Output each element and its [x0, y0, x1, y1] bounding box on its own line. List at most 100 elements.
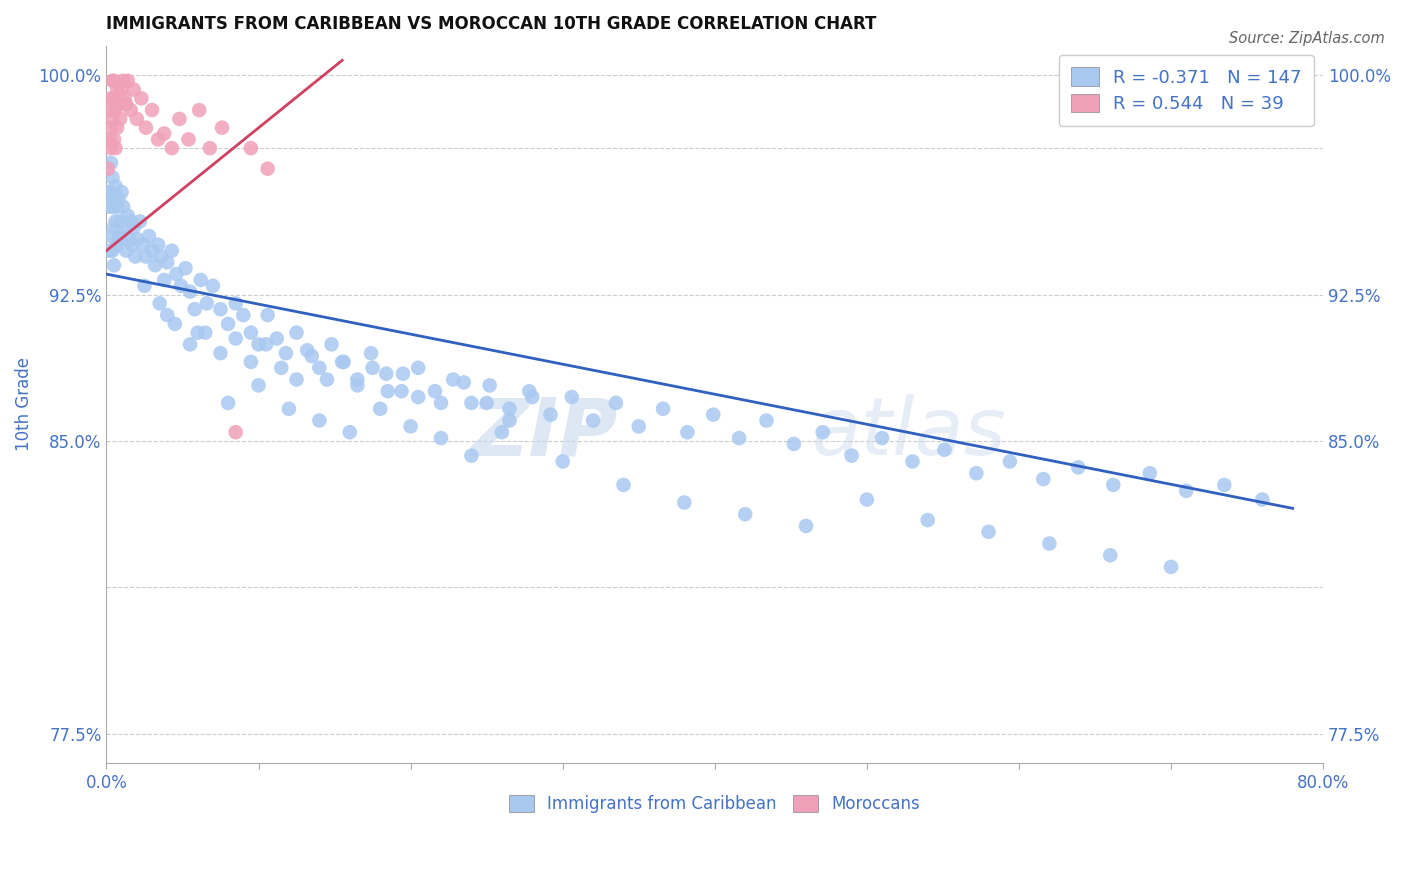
Point: [339, 425, 361, 440]
Point: [673, 495, 696, 509]
Point: [391, 384, 413, 399]
Legend: Immigrants from Caribbean, Moroccans: Immigrants from Caribbean, Moroccans: [496, 781, 934, 827]
Text: Source: ZipAtlas.com: Source: ZipAtlas.com: [1229, 31, 1385, 46]
Point: [965, 467, 987, 481]
Point: [491, 425, 513, 440]
Point: [101, 170, 124, 185]
Point: [517, 384, 540, 399]
Point: [198, 141, 221, 155]
Point: [1175, 483, 1198, 498]
Point: [582, 413, 605, 427]
Point: [551, 454, 574, 468]
Text: atlas: atlas: [813, 394, 1007, 472]
Point: [149, 296, 172, 310]
Point: [125, 232, 148, 246]
Point: [174, 261, 197, 276]
Point: [460, 396, 482, 410]
Text: ZIP: ZIP: [470, 394, 617, 472]
Point: [115, 97, 138, 112]
Point: [225, 296, 247, 310]
Point: [169, 112, 191, 126]
Point: [266, 331, 288, 345]
Point: [217, 317, 239, 331]
Point: [117, 209, 139, 223]
Point: [101, 244, 124, 258]
Point: [540, 408, 562, 422]
Point: [368, 401, 391, 416]
Point: [209, 346, 232, 360]
Point: [103, 74, 125, 88]
Point: [423, 384, 446, 399]
Point: [460, 449, 482, 463]
Point: [254, 337, 277, 351]
Point: [277, 401, 299, 416]
Point: [120, 214, 142, 228]
Point: [247, 337, 270, 351]
Point: [1032, 472, 1054, 486]
Point: [179, 285, 201, 299]
Point: [190, 273, 212, 287]
Point: [103, 258, 125, 272]
Point: [98, 200, 121, 214]
Point: [125, 112, 148, 126]
Point: [105, 237, 128, 252]
Point: [111, 185, 134, 199]
Point: [652, 401, 675, 416]
Point: [114, 91, 136, 105]
Point: [475, 396, 498, 410]
Point: [406, 390, 429, 404]
Point: [406, 360, 429, 375]
Point: [120, 103, 142, 117]
Point: [201, 278, 224, 293]
Point: [1099, 548, 1122, 562]
Point: [100, 91, 122, 105]
Point: [377, 384, 399, 399]
Point: [901, 454, 924, 468]
Point: [256, 161, 278, 176]
Point: [108, 112, 131, 126]
Point: [239, 355, 262, 369]
Point: [811, 425, 834, 440]
Point: [295, 343, 318, 358]
Point: [316, 372, 339, 386]
Point: [128, 214, 150, 228]
Point: [111, 229, 134, 244]
Point: [453, 376, 475, 390]
Point: [225, 425, 247, 440]
Point: [103, 220, 125, 235]
Point: [117, 74, 139, 88]
Point: [115, 244, 138, 258]
Point: [153, 127, 176, 141]
Point: [121, 237, 143, 252]
Point: [360, 346, 382, 360]
Point: [239, 326, 262, 340]
Point: [97, 185, 120, 199]
Point: [114, 220, 136, 235]
Point: [107, 191, 129, 205]
Point: [177, 132, 200, 146]
Point: [135, 250, 157, 264]
Point: [430, 396, 453, 410]
Point: [165, 267, 187, 281]
Point: [100, 229, 122, 244]
Point: [131, 91, 153, 105]
Point: [702, 408, 724, 422]
Point: [605, 396, 627, 410]
Point: [676, 425, 699, 440]
Point: [361, 360, 384, 375]
Point: [285, 372, 308, 386]
Point: [160, 244, 183, 258]
Point: [841, 449, 863, 463]
Point: [301, 349, 323, 363]
Point: [118, 232, 141, 246]
Point: [143, 258, 166, 272]
Point: [430, 431, 453, 445]
Point: [107, 232, 129, 246]
Point: [917, 513, 939, 527]
Point: [392, 367, 415, 381]
Point: [146, 237, 169, 252]
Point: [561, 390, 583, 404]
Point: [217, 396, 239, 410]
Point: [478, 378, 501, 392]
Point: [375, 367, 398, 381]
